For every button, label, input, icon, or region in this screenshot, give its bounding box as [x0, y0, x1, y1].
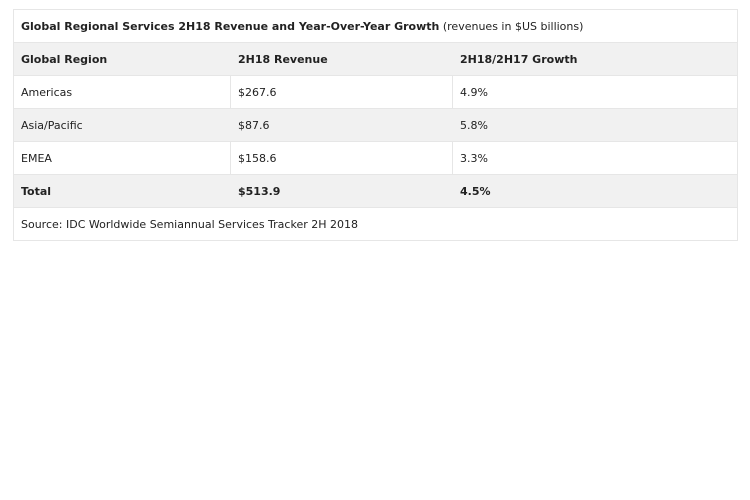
- row: EMEA $158.6 3.3%: [13, 141, 738, 175]
- cell: $87.6: [230, 108, 453, 142]
- cell: 5.8%: [452, 108, 738, 142]
- cell: $158.6: [230, 141, 453, 175]
- cell: EMEA: [13, 141, 231, 175]
- subtitle: (revenues in $US billions): [442, 19, 584, 33]
- cell: 4.9%: [452, 75, 738, 109]
- cell: 2H18/2H17 Growth: [452, 42, 738, 76]
- row: Asia/Pacific $87.6 5.8%: [13, 108, 738, 142]
- cell: Americas: [13, 75, 231, 109]
- title: Global Regional Services 2H18 Revenue an…: [21, 19, 440, 33]
- cell: Asia/Pacific: [13, 108, 231, 142]
- cell: 4.5%: [452, 174, 738, 208]
- row: Americas $267.6 4.9%: [13, 75, 738, 109]
- header-row: Global Region 2H18 Revenue 2H18/2H17 Growt…: [13, 42, 738, 76]
- cell: 3.3%: [452, 141, 738, 175]
- cell: Global Region: [13, 42, 231, 76]
- cell: $267.6: [230, 75, 453, 109]
- title-cell: Global Regional Services 2H18 Revenue an…: [13, 9, 738, 43]
- data-table: Global Regional Services 2H18 Revenue an…: [13, 9, 738, 241]
- cell: 2H18 Revenue: [230, 42, 453, 76]
- source: Source: IDC Worldwide Semiannual Service…: [13, 207, 738, 241]
- cell: $513.9: [230, 174, 453, 208]
- total-row: Total $513.9 4.5%: [13, 174, 738, 208]
- cell: Total: [13, 174, 231, 208]
